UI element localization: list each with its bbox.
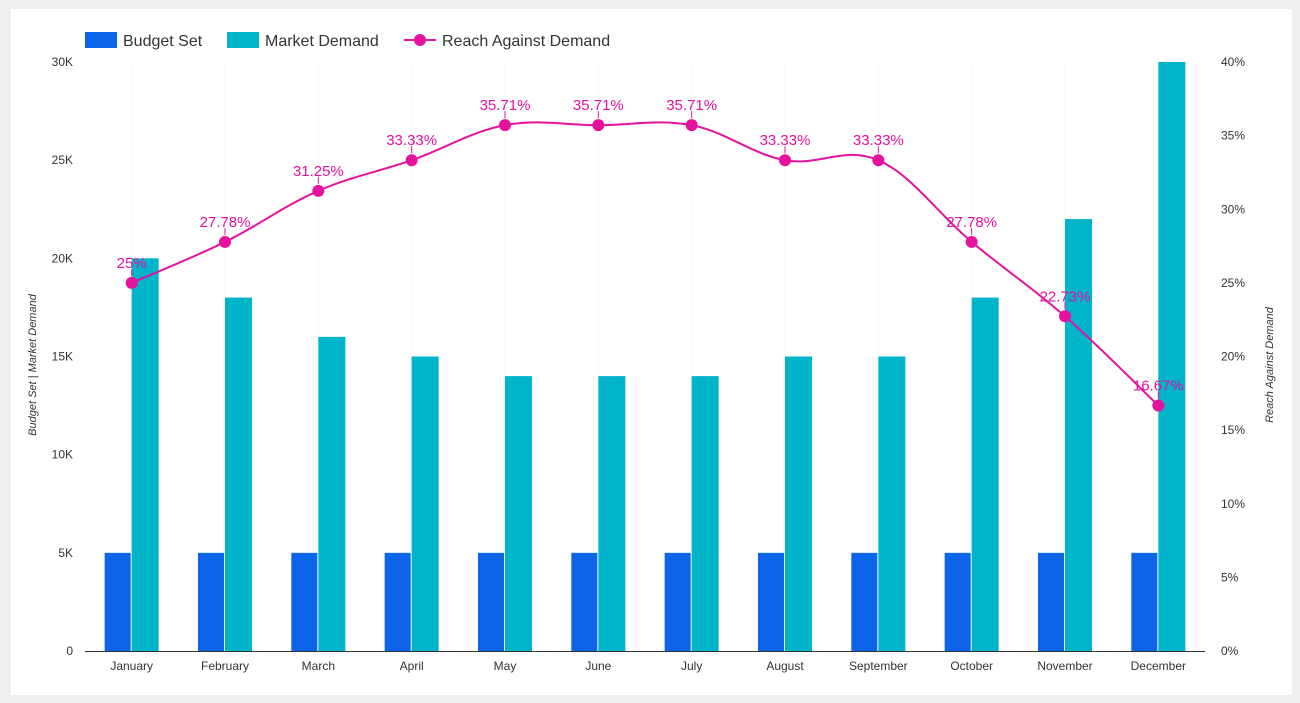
data-label-reach-september: 33.33% [853, 132, 904, 149]
bar-market-demand-may[interactable] [505, 376, 532, 651]
bar-market-demand-april[interactable] [411, 356, 439, 652]
point-reach-september[interactable] [872, 154, 885, 167]
left-axis-title: Budget Set | Market Demand [27, 293, 39, 436]
right-axis-tick-label: 0% [1221, 644, 1239, 658]
bars-group [104, 62, 1186, 652]
legend-swatch-budget-set [85, 32, 117, 48]
bar-market-demand-march[interactable] [318, 336, 346, 651]
left-axis-tick-label: 25K [52, 153, 73, 167]
bar-market-demand-june[interactable] [598, 376, 626, 651]
point-reach-august[interactable] [779, 154, 791, 167]
x-tick-label-april: April [400, 659, 424, 673]
bar-budget-set-december[interactable] [1131, 552, 1158, 651]
legend-item-reach-against-demand[interactable]: Reach Against Demand [404, 33, 610, 50]
point-reach-may[interactable] [499, 119, 511, 132]
data-label-reach-may: 35.71% [480, 97, 531, 114]
x-tick-label-august: August [766, 659, 804, 673]
left-axis-tick-label: 30K [52, 55, 73, 69]
data-label-reach-june: 35.71% [573, 97, 624, 114]
axes-group: 0 5K 10K 15K 20K 25K 30K 0% 5% 10% 15% 20% 25% 30% 35%… [52, 55, 1246, 673]
bar-budget-set-november[interactable] [1038, 552, 1064, 651]
left-axis-tick-label: 5K [58, 546, 73, 560]
data-label-reach-january: 25% [117, 255, 147, 272]
left-axis-tick-label: 15K [52, 350, 73, 364]
bar-market-demand-november[interactable] [1065, 219, 1092, 652]
right-axis-tick-label: 5% [1221, 570, 1239, 584]
bar-market-demand-october[interactable] [971, 297, 999, 651]
point-reach-december[interactable] [1152, 399, 1165, 412]
right-axis-tick-label: 15% [1221, 423, 1245, 437]
left-axis-tick-label: 20K [52, 251, 73, 265]
right-axis-tick-label: 25% [1221, 276, 1245, 290]
data-label-reach-march: 31.25% [293, 163, 344, 180]
bar-market-demand-august[interactable] [785, 356, 812, 652]
legend-label-reach-against-demand: Reach Against Demand [442, 33, 610, 50]
x-tick-label-november: November [1037, 659, 1092, 673]
bar-budget-set-august[interactable] [758, 552, 784, 651]
bar-market-demand-september[interactable] [878, 356, 906, 652]
point-reach-october[interactable] [965, 235, 978, 248]
point-reach-april[interactable] [405, 154, 418, 167]
bar-market-demand-february[interactable] [225, 297, 252, 651]
bar-market-demand-january[interactable] [131, 258, 159, 651]
right-axis-tick-label: 30% [1221, 202, 1245, 216]
legend-item-market-demand[interactable]: Market Demand [227, 32, 379, 50]
left-axis-tick-label: 10K [52, 448, 73, 462]
data-label-reach-february: 27.78% [200, 214, 251, 231]
data-label-reach-october: 27.78% [946, 214, 997, 231]
x-tick-label-july: July [681, 659, 702, 673]
bar-budget-set-january[interactable] [104, 552, 131, 651]
bar-budget-set-may[interactable] [478, 552, 504, 651]
point-reach-november[interactable] [1059, 310, 1071, 323]
legend-label-market-demand: Market Demand [265, 33, 379, 50]
legend-marker-reach-against-demand [414, 34, 426, 46]
right-axis-tick-label: 35% [1221, 129, 1245, 143]
combo-chart: 25% 27.78% 31.25% 33.33% 35.71% 35.71% 35.71% 3… [27, 32, 1276, 673]
point-reach-february[interactable] [219, 235, 231, 248]
x-tick-label-may: May [494, 659, 517, 673]
right-axis-title: Reach Against Demand [1264, 306, 1276, 423]
legend-item-budget-set[interactable]: Budget Set [85, 32, 203, 50]
gridlines [131, 62, 1159, 651]
bar-budget-set-april[interactable] [384, 552, 411, 651]
bar-budget-set-february[interactable] [198, 552, 224, 651]
bar-market-demand-december[interactable] [1158, 62, 1186, 651]
right-axis-tick-label: 20% [1221, 350, 1245, 364]
legend-label-budget-set: Budget Set [123, 33, 203, 50]
point-reach-june[interactable] [592, 119, 605, 132]
x-tick-label-june: June [585, 659, 611, 673]
x-tick-label-october: October [950, 659, 993, 673]
bar-budget-set-july[interactable] [664, 552, 691, 651]
bar-budget-set-june[interactable] [571, 552, 598, 651]
right-axis-tick-label: 10% [1221, 497, 1245, 511]
reach-against-demand-line [131, 121, 1160, 407]
x-tick-label-february: February [201, 659, 249, 673]
left-axis-tick-label: 0 [66, 644, 73, 658]
point-reach-march[interactable] [312, 184, 325, 197]
bar-market-demand-july[interactable] [691, 376, 719, 651]
data-label-reach-april: 33.33% [386, 132, 437, 149]
bar-budget-set-march[interactable] [291, 552, 318, 651]
chart-card: 25% 27.78% 31.25% 33.33% 35.71% 35.71% 35.71% 3… [11, 9, 1292, 695]
data-label-reach-november: 22.73% [1040, 288, 1091, 305]
legend: Budget Set Market Demand Reach Against D… [85, 32, 610, 50]
x-tick-label-january: January [110, 659, 153, 673]
point-reach-january[interactable] [125, 276, 138, 289]
x-tick-label-december: December [1131, 659, 1186, 673]
data-label-reach-december: 16.67% [1133, 378, 1184, 395]
point-reach-july[interactable] [685, 119, 698, 132]
right-axis-tick-label: 40% [1221, 55, 1245, 69]
x-tick-label-march: March [302, 659, 335, 673]
bar-budget-set-september[interactable] [851, 552, 878, 651]
bar-budget-set-october[interactable] [944, 552, 971, 651]
data-label-reach-august: 33.33% [760, 132, 811, 149]
data-label-reach-july: 35.71% [666, 97, 717, 114]
legend-swatch-market-demand [227, 32, 259, 48]
x-tick-label-september: September [849, 659, 908, 673]
reach-line-group: 25% 27.78% 31.25% 33.33% 35.71% 35.71% 35.71% 3… [117, 97, 1184, 412]
